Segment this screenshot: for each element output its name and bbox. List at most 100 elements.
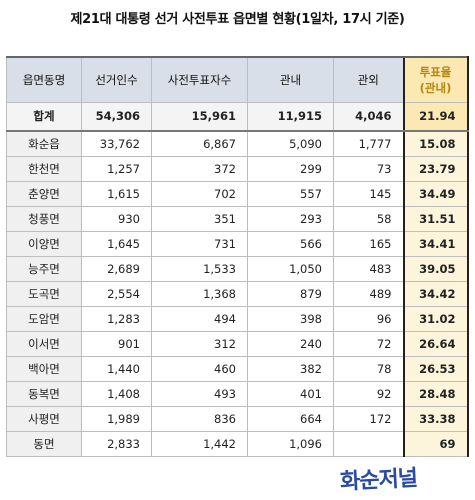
row-rate: 31.02: [402, 305, 469, 332]
row-name: 이서면: [6, 330, 82, 357]
row-in: 398: [247, 305, 334, 332]
row-voters: 1,408: [81, 380, 152, 407]
total-name: 합계: [6, 101, 82, 132]
row-name: 화순읍: [6, 130, 82, 157]
row-early: 460: [151, 355, 248, 382]
row-rate: 26.53: [402, 355, 469, 382]
row-name: 동면: [6, 430, 82, 457]
header-rate-line1: 투표율: [419, 64, 452, 79]
table-row: 한천면 1,257 372 299 73 23.79: [6, 155, 469, 182]
row-early: 1,533: [151, 255, 248, 282]
row-early: 1,368: [151, 280, 248, 307]
row-out: 96: [333, 305, 404, 332]
row-rate: 34.41: [402, 230, 469, 257]
header-voters: 선거인수: [81, 56, 152, 103]
row-out: 165: [333, 230, 404, 257]
row-out: 172: [333, 405, 404, 432]
table-row: 백아면 1,440 460 382 78 26.53: [6, 355, 469, 382]
table-row: 춘양면 1,615 702 557 145 34.49: [6, 180, 469, 207]
row-voters: 2,689: [81, 255, 152, 282]
row-rate: 26.64: [402, 330, 469, 357]
row-name: 청풍면: [6, 205, 82, 232]
table-row: 사평면 1,989 836 664 172 33.38: [6, 405, 469, 432]
table-row: 이양면 1,645 731 566 165 34.41: [6, 230, 469, 257]
table-row: 능주면 2,689 1,533 1,050 483 39.05: [6, 255, 469, 282]
row-in: 401: [247, 380, 334, 407]
row-early: 702: [151, 180, 248, 207]
row-name: 한천면: [6, 155, 82, 182]
header-rate-line2: (관내): [419, 80, 452, 95]
table-row: 청풍면 930 351 293 58 31.51: [6, 205, 469, 232]
total-row: 합계 54,306 15,961 11,915 4,046 21.94: [6, 101, 469, 132]
table-row: 도곡면 2,554 1,368 879 489 34.42: [6, 280, 469, 307]
row-in: 299: [247, 155, 334, 182]
row-name: 도암면: [6, 305, 82, 332]
row-rate: 39.05: [402, 255, 469, 282]
table-row: 이서면 901 312 240 72 26.64: [6, 330, 469, 357]
row-out: 489: [333, 280, 404, 307]
row-out: 58: [333, 205, 404, 232]
row-early: 1,442: [151, 430, 248, 457]
row-in: 293: [247, 205, 334, 232]
table-row: 도암면 1,283 494 398 96 31.02: [6, 305, 469, 332]
row-out: 72: [333, 330, 404, 357]
row-voters: 1,257: [81, 155, 152, 182]
row-voters: 930: [81, 205, 152, 232]
row-early: 836: [151, 405, 248, 432]
row-early: 312: [151, 330, 248, 357]
row-early: 494: [151, 305, 248, 332]
row-rate: 69: [402, 430, 469, 457]
header-turnout-rate: 투표율 (관내): [402, 56, 469, 103]
header-out-district: 관외: [333, 56, 404, 103]
row-name: 동복면: [6, 380, 82, 407]
row-rate: 33.38: [402, 405, 469, 432]
row-early: 351: [151, 205, 248, 232]
row-in: 1,050: [247, 255, 334, 282]
row-out: [333, 430, 404, 457]
row-in: 879: [247, 280, 334, 307]
row-out: 78: [333, 355, 404, 382]
row-voters: 901: [81, 330, 152, 357]
table-header-row: 읍면동명 선거인수 사전투표자수 관내 관외 투표율 (관내): [6, 56, 469, 103]
total-rate: 21.94: [402, 101, 469, 132]
row-rate: 23.79: [402, 155, 469, 182]
table-row: 동면 2,833 1,442 1,096 69: [6, 430, 469, 457]
row-in: 382: [247, 355, 334, 382]
row-voters: 1,615: [81, 180, 152, 207]
header-region: 읍면동명: [6, 56, 82, 103]
row-name: 능주면: [6, 255, 82, 282]
row-voters: 2,554: [81, 280, 152, 307]
table-row: 동복면 1,408 493 401 92 28.48: [6, 380, 469, 407]
row-in: 240: [247, 330, 334, 357]
row-out: 92: [333, 380, 404, 407]
row-in: 1,096: [247, 430, 334, 457]
header-early-voters: 사전투표자수: [151, 56, 248, 103]
row-name: 이양면: [6, 230, 82, 257]
row-in: 566: [247, 230, 334, 257]
row-out: 483: [333, 255, 404, 282]
row-rate: 34.42: [402, 280, 469, 307]
total-voters: 54,306: [81, 101, 152, 132]
row-early: 493: [151, 380, 248, 407]
row-out: 73: [333, 155, 404, 182]
row-out: 1,777: [333, 130, 404, 157]
early-voting-table: 읍면동명 선거인수 사전투표자수 관내 관외 투표율 (관내) 합계 54,306…: [6, 56, 469, 457]
header-in-district: 관내: [247, 56, 334, 103]
row-voters: 1,645: [81, 230, 152, 257]
total-out: 4,046: [333, 101, 404, 132]
row-out: 145: [333, 180, 404, 207]
row-rate: 28.48: [402, 380, 469, 407]
total-in: 11,915: [247, 101, 334, 132]
row-early: 6,867: [151, 130, 248, 157]
row-voters: 1,989: [81, 405, 152, 432]
watermark-logo: 화순저널: [339, 465, 418, 495]
row-early: 731: [151, 230, 248, 257]
row-rate: 15.08: [402, 130, 469, 157]
row-in: 557: [247, 180, 334, 207]
row-rate: 34.49: [402, 180, 469, 207]
row-name: 도곡면: [6, 280, 82, 307]
row-name: 백아면: [6, 355, 82, 382]
row-early: 372: [151, 155, 248, 182]
row-voters: 2,833: [81, 430, 152, 457]
row-name: 사평면: [6, 405, 82, 432]
